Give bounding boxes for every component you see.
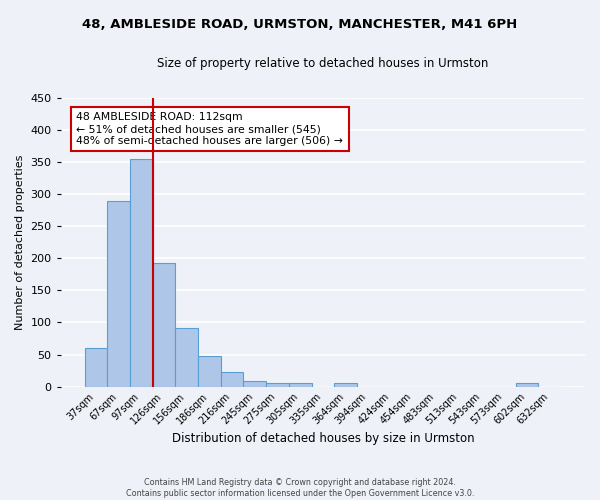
Y-axis label: Number of detached properties: Number of detached properties <box>15 154 25 330</box>
Bar <box>85 348 107 387</box>
Bar <box>289 384 311 386</box>
Bar <box>244 381 266 386</box>
X-axis label: Distribution of detached houses by size in Urmston: Distribution of detached houses by size … <box>172 432 474 445</box>
Text: 48, AMBLESIDE ROAD, URMSTON, MANCHESTER, M41 6PH: 48, AMBLESIDE ROAD, URMSTON, MANCHESTER,… <box>82 18 518 30</box>
Bar <box>221 372 244 386</box>
Text: Contains HM Land Registry data © Crown copyright and database right 2024.
Contai: Contains HM Land Registry data © Crown c… <box>126 478 474 498</box>
Bar <box>334 384 357 386</box>
Bar <box>266 384 289 386</box>
Bar <box>152 264 175 386</box>
Bar <box>130 159 152 386</box>
Bar <box>107 200 130 386</box>
Bar <box>516 384 538 386</box>
Text: 48 AMBLESIDE ROAD: 112sqm
← 51% of detached houses are smaller (545)
48% of semi: 48 AMBLESIDE ROAD: 112sqm ← 51% of detac… <box>76 112 343 146</box>
Title: Size of property relative to detached houses in Urmston: Size of property relative to detached ho… <box>157 58 488 70</box>
Bar <box>175 328 198 386</box>
Bar <box>198 356 221 386</box>
